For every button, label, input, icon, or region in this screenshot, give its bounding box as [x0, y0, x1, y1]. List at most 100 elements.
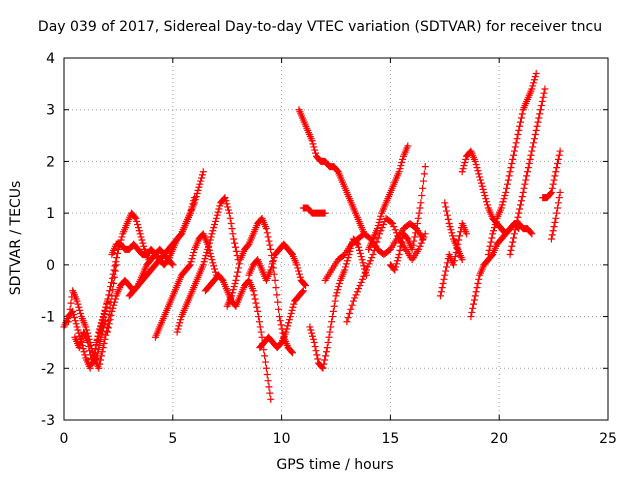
- data-point: [344, 314, 352, 322]
- data-series: [484, 70, 540, 259]
- data-point: [438, 284, 446, 292]
- data-point: [230, 235, 238, 243]
- data-point: [538, 97, 546, 105]
- data-point: [197, 177, 205, 185]
- x-tick-label: 20: [490, 431, 508, 447]
- data-point: [111, 262, 119, 270]
- data-point: [456, 232, 464, 240]
- data-point: [511, 226, 519, 234]
- data-point: [85, 343, 93, 351]
- data-point: [490, 224, 498, 232]
- data-point: [484, 251, 492, 259]
- data-point: [536, 110, 544, 118]
- data-point: [92, 355, 100, 363]
- data-point: [417, 199, 425, 207]
- data-series: [125, 168, 207, 300]
- data-point: [452, 248, 460, 256]
- data-point: [528, 147, 536, 155]
- data-series: [173, 194, 242, 336]
- y-tick-label: -3: [41, 413, 55, 429]
- data-point: [525, 159, 533, 167]
- data-point: [267, 395, 275, 403]
- y-tick-label: 1: [46, 206, 55, 222]
- data-point: [391, 226, 399, 234]
- data-point: [191, 199, 199, 207]
- data-point: [326, 328, 334, 336]
- data-point: [489, 230, 497, 238]
- data-point: [351, 294, 359, 302]
- data-point: [74, 326, 82, 334]
- data-point: [212, 214, 220, 222]
- data-point: [408, 245, 416, 253]
- data-series: [467, 219, 536, 321]
- data-point: [77, 309, 85, 317]
- data-point: [201, 255, 209, 263]
- data-point: [343, 257, 351, 265]
- data-point: [213, 211, 221, 219]
- data-point: [554, 155, 562, 163]
- data-point: [328, 318, 336, 326]
- data-point: [480, 188, 488, 196]
- data-point: [265, 237, 273, 245]
- data-point: [415, 209, 423, 217]
- data-point: [504, 176, 512, 184]
- data-point: [228, 292, 236, 300]
- data-point: [455, 236, 463, 244]
- data-series: [343, 214, 429, 326]
- data-point: [548, 231, 556, 239]
- data-point: [101, 335, 109, 343]
- data-point: [311, 343, 319, 351]
- data-point: [488, 234, 496, 242]
- data-point: [398, 158, 406, 166]
- data-point: [481, 192, 489, 200]
- data-point: [556, 188, 564, 196]
- data-point: [109, 270, 117, 278]
- data-point: [302, 282, 310, 290]
- data-point: [510, 147, 518, 155]
- data-series: [386, 163, 429, 274]
- data-point: [277, 321, 285, 329]
- data-point: [549, 180, 557, 188]
- data-point: [322, 352, 330, 360]
- data-point: [378, 224, 386, 232]
- data-point: [503, 180, 511, 188]
- data-point: [235, 264, 243, 272]
- data-point: [445, 219, 453, 227]
- data-point: [210, 224, 218, 232]
- data-point: [364, 263, 372, 271]
- data-point: [299, 287, 307, 295]
- data-point: [107, 278, 115, 286]
- data-point: [523, 168, 531, 176]
- data-point: [505, 172, 513, 180]
- data-point: [209, 227, 217, 235]
- data-point: [185, 262, 193, 270]
- data-point: [514, 213, 522, 221]
- data-point: [442, 267, 450, 275]
- data-point: [113, 254, 121, 262]
- data-point: [226, 214, 234, 222]
- data-point: [260, 346, 268, 354]
- data-point: [110, 301, 118, 309]
- data-point: [308, 329, 316, 337]
- x-tick-label: 10: [273, 431, 291, 447]
- data-point: [330, 302, 338, 310]
- data-point: [553, 209, 561, 217]
- data-point: [342, 263, 350, 271]
- data-point: [390, 223, 398, 231]
- data-point: [306, 323, 314, 331]
- data-point: [449, 232, 457, 240]
- data-point: [335, 279, 343, 287]
- data-point: [394, 254, 402, 262]
- data-point: [206, 249, 214, 257]
- data-point: [444, 215, 452, 223]
- data-point: [506, 251, 514, 259]
- data-point: [207, 253, 215, 261]
- data-point: [193, 189, 201, 197]
- data-point: [517, 197, 525, 205]
- data-point: [208, 230, 216, 238]
- data-point: [459, 165, 467, 173]
- data-point: [509, 238, 517, 246]
- data-point: [296, 273, 304, 281]
- data-point: [94, 335, 102, 343]
- axis-ticks: [63, 57, 609, 421]
